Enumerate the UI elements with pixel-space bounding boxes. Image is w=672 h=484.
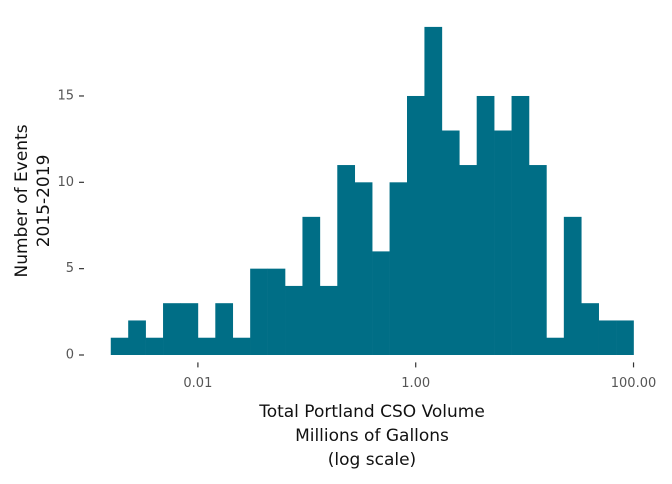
bar xyxy=(581,303,599,355)
bar xyxy=(232,337,251,355)
bar xyxy=(424,26,443,355)
x-axis-title: (log scale) xyxy=(328,450,416,470)
y-axis-title: Number of Events xyxy=(12,124,32,277)
bar xyxy=(407,95,425,355)
y-tick-label: 0 xyxy=(66,347,74,362)
x-axis-title: Total Portland CSO Volume xyxy=(258,402,485,422)
x-tick-label: 0.01 xyxy=(183,376,212,391)
bar xyxy=(110,337,129,355)
bar xyxy=(441,130,460,355)
bar xyxy=(197,337,216,355)
y-axis-title: 2015-2019 xyxy=(34,155,54,248)
bar xyxy=(285,285,303,355)
x-tick-label: 1.00 xyxy=(401,376,430,391)
x-tick-label: 100.00 xyxy=(611,376,657,391)
bar xyxy=(546,337,565,355)
y-tick-label: 10 xyxy=(57,175,74,190)
bar xyxy=(215,303,234,355)
bar xyxy=(563,216,582,355)
bar xyxy=(145,337,164,355)
bar xyxy=(494,130,512,355)
bar xyxy=(372,251,390,355)
x-axis-title: Millions of Gallons xyxy=(295,426,449,446)
bar xyxy=(528,165,547,355)
bar xyxy=(354,182,373,355)
bar xyxy=(250,268,268,355)
bar xyxy=(511,95,530,355)
bar xyxy=(616,320,634,355)
bar xyxy=(128,320,146,355)
y-tick-label: 15 xyxy=(57,88,74,103)
bar xyxy=(476,95,495,355)
bar xyxy=(163,303,181,355)
bar xyxy=(337,165,356,355)
bar xyxy=(598,320,617,355)
bar xyxy=(180,303,199,355)
bar xyxy=(302,216,321,355)
bar xyxy=(319,285,338,355)
bar xyxy=(459,165,478,355)
bar xyxy=(389,182,408,355)
y-tick-label: 5 xyxy=(66,261,74,276)
bar xyxy=(267,268,286,355)
